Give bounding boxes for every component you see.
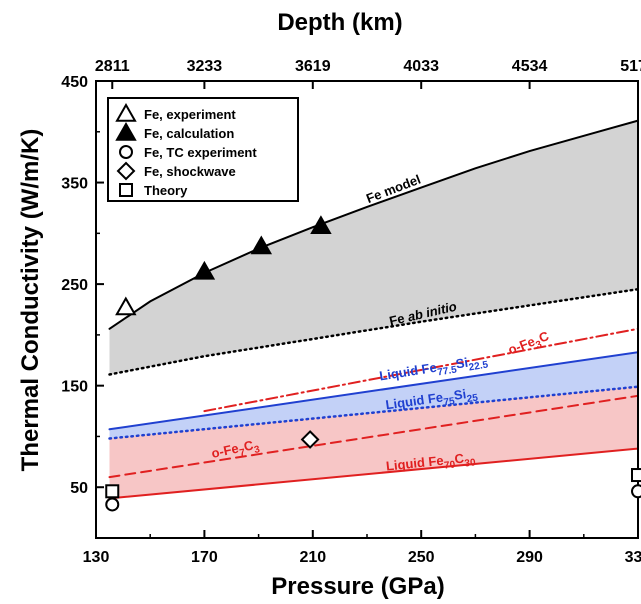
label-part: Fe — [388, 310, 410, 329]
data-markers — [105, 215, 641, 512]
band-fe775 — [109, 352, 638, 439]
marker-square-open — [105, 484, 120, 499]
series-lines — [108, 119, 640, 500]
legend-label: Fe, TC experiment — [144, 145, 257, 160]
top-tick-label: 3619 — [295, 58, 331, 75]
marker-circle-open — [105, 497, 120, 512]
legend-label: Theory — [144, 183, 188, 198]
label-fe3c: o-Fe3C — [506, 328, 553, 361]
legend-label: Fe, shockwave — [144, 164, 236, 179]
line-fe7c3 — [108, 394, 639, 479]
x-tick-label: 170 — [191, 549, 218, 566]
line-fe70 — [108, 447, 639, 500]
top-tick-label: 4534 — [512, 58, 548, 75]
legend-marker-circle-open — [119, 145, 133, 159]
x-tick-label: 250 — [408, 549, 435, 566]
top-tick-label: 5171 — [620, 58, 641, 75]
label-part: o-Fe — [506, 334, 537, 358]
label-part: o-Fe — [210, 441, 240, 461]
y-axis-ticks: 50 150 250 350 450 — [61, 74, 104, 497]
label-part: 75 — [443, 396, 456, 409]
x-tick-label: 130 — [83, 549, 110, 566]
label-part: Si — [453, 386, 467, 403]
label-part: 77.5 — [437, 364, 458, 378]
marker-diamond-open — [300, 430, 320, 449]
label-part: 25 — [466, 393, 479, 406]
y-tick-label: 250 — [61, 277, 88, 294]
top-tick-label: 3233 — [187, 58, 223, 75]
label-part: Liquid Fe — [378, 360, 437, 384]
legend-marker-square-open — [119, 183, 133, 197]
line-fe775 — [108, 351, 639, 431]
marker-square-open — [631, 468, 641, 483]
x-tick-label: 290 — [516, 549, 543, 566]
x-axis-ticks: 130 170 210 250 290 330 — [83, 530, 641, 566]
shaded-bands — [109, 120, 638, 499]
y-tick-label: 350 — [61, 176, 88, 193]
line-fe_model — [108, 119, 639, 330]
legend-label: Fe, calculation — [144, 126, 234, 141]
legend-label: Fe, experiment — [144, 107, 236, 122]
y-tick-label: 50 — [70, 480, 88, 497]
label-part: 30 — [464, 457, 477, 469]
top-axis-title: Depth (km) — [277, 9, 402, 36]
legend-marker-triangle-open — [115, 102, 137, 122]
x-tick-label: 330 — [625, 549, 641, 566]
label-part: C — [242, 437, 255, 454]
y-axis-title: Thermal Conductivity (W/m/K) — [17, 129, 44, 472]
label-part: Si — [455, 355, 469, 372]
y-tick-label: 450 — [61, 74, 88, 91]
top-tick-label: 2811 — [95, 58, 130, 75]
marker-triangle-filled — [250, 235, 273, 255]
line-fe3c — [203, 327, 639, 413]
label-fe70: Liquid Fe70C30 — [385, 449, 476, 477]
label-part: 70 — [444, 459, 457, 471]
label-part: 22.5 — [468, 359, 489, 373]
legend: Fe, experiment Fe, calculation Fe, TC expe… — [107, 97, 299, 202]
label-fe7c3: o-Fe7C3 — [210, 436, 261, 465]
legend-box — [107, 97, 299, 202]
label-part: Liquid Fe — [385, 453, 444, 474]
band-fe75 — [109, 386, 638, 499]
top-axis-ticks: 2811 3233 3619 4033 4534 5171 — [95, 58, 641, 89]
label-part: 3 — [534, 339, 544, 351]
label-part: C — [454, 450, 466, 466]
label-part: 7 — [239, 447, 247, 459]
legend-marker-diamond-open — [116, 161, 136, 181]
y-tick-label: 150 — [61, 379, 88, 396]
top-tick-label: 4033 — [403, 58, 439, 75]
marker-triangle-open — [115, 296, 137, 316]
x-axis-title: Pressure (GPa) — [271, 573, 444, 600]
band-fe_model — [109, 120, 638, 375]
marker-triangle-filled — [193, 260, 216, 280]
x-tick-label: 210 — [299, 549, 326, 566]
line-fe75 — [108, 385, 640, 440]
label-part: 3 — [253, 444, 261, 456]
marker-triangle-filled — [310, 215, 332, 234]
marker-circle-open — [631, 484, 641, 499]
legend-marker-triangle-filled — [115, 121, 137, 141]
